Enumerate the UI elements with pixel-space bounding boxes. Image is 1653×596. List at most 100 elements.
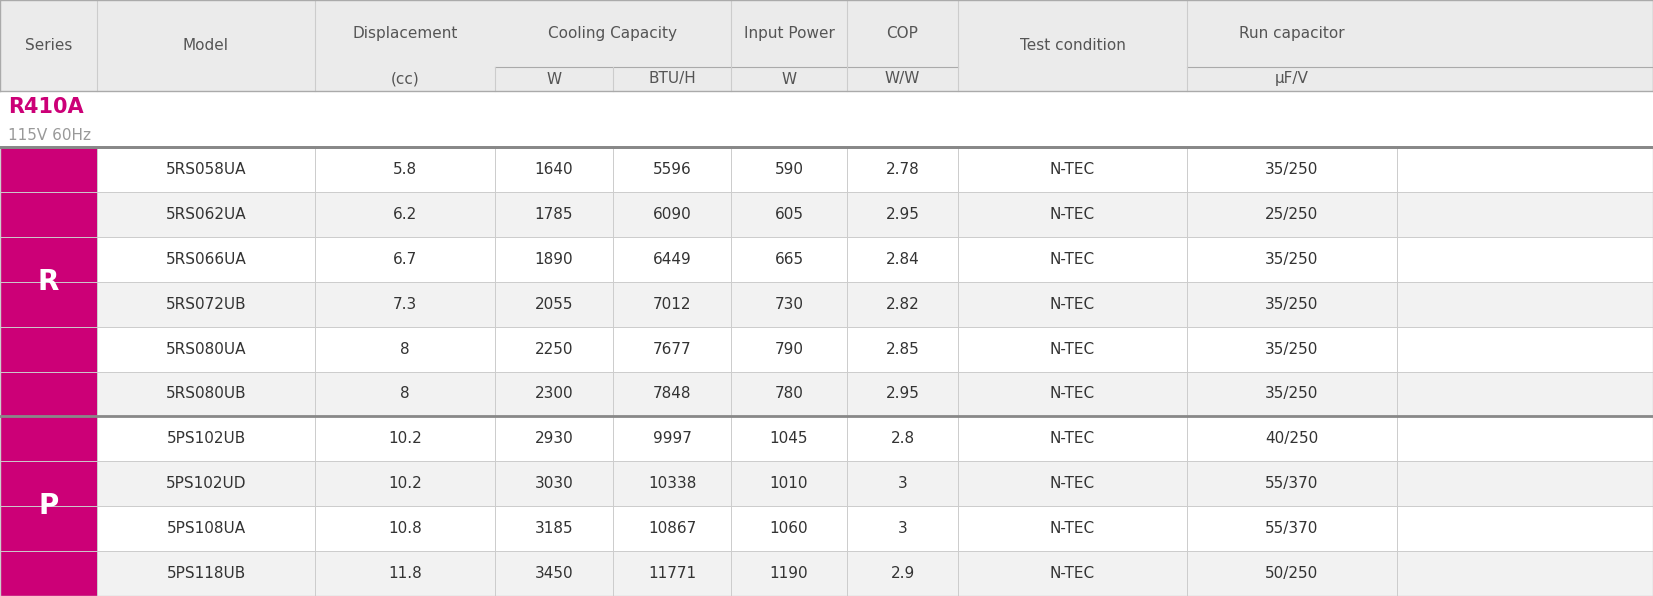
Text: 5PS118UB: 5PS118UB	[167, 566, 246, 581]
Text: 6090: 6090	[653, 207, 691, 222]
Bar	[0, 417, 98, 596]
Text: 7012: 7012	[653, 297, 691, 312]
Bar	[98, 147, 1653, 192]
Text: 790: 790	[775, 342, 803, 356]
Text: 35/250: 35/250	[1265, 297, 1319, 312]
Text: 35/250: 35/250	[1265, 386, 1319, 402]
Text: R410A: R410A	[8, 97, 84, 117]
Text: 1890: 1890	[534, 252, 574, 267]
Text: 5596: 5596	[653, 162, 691, 177]
Text: 5RS080UA: 5RS080UA	[165, 342, 246, 356]
Text: 55/370: 55/370	[1265, 476, 1319, 491]
Text: 665: 665	[775, 252, 803, 267]
Text: W/W: W/W	[884, 72, 921, 86]
Text: 2300: 2300	[534, 386, 574, 402]
Text: 2.85: 2.85	[886, 342, 919, 356]
Text: Input Power: Input Power	[744, 26, 835, 41]
Text: N-TEC: N-TEC	[1050, 521, 1094, 536]
Text: 1010: 1010	[770, 476, 808, 491]
Text: 2250: 2250	[536, 342, 574, 356]
Text: 55/370: 55/370	[1265, 521, 1319, 536]
Bar	[0, 123, 1653, 147]
Text: 2.78: 2.78	[886, 162, 919, 177]
Text: 2.84: 2.84	[886, 252, 919, 267]
Bar	[98, 506, 1653, 551]
Text: 1785: 1785	[536, 207, 574, 222]
Text: 2.95: 2.95	[886, 207, 919, 222]
Text: N-TEC: N-TEC	[1050, 297, 1094, 312]
Bar	[0, 91, 1653, 123]
Text: 5PS102UD: 5PS102UD	[165, 476, 246, 491]
Text: Cooling Capacity: Cooling Capacity	[549, 26, 678, 41]
Text: 2.8: 2.8	[891, 432, 914, 446]
Text: 6.7: 6.7	[393, 252, 417, 267]
Text: 3: 3	[898, 521, 907, 536]
Text: P: P	[38, 492, 58, 520]
Text: 1640: 1640	[534, 162, 574, 177]
Text: 11771: 11771	[648, 566, 696, 581]
Text: Run capacitor: Run capacitor	[1240, 26, 1346, 41]
Text: W: W	[547, 72, 562, 86]
Text: 5RS058UA: 5RS058UA	[165, 162, 246, 177]
Text: 590: 590	[775, 162, 803, 177]
Text: Displacement: Displacement	[352, 26, 458, 41]
Text: N-TEC: N-TEC	[1050, 162, 1094, 177]
Text: 7.3: 7.3	[393, 297, 417, 312]
Text: N-TEC: N-TEC	[1050, 207, 1094, 222]
Text: 10338: 10338	[648, 476, 696, 491]
Text: 8: 8	[400, 386, 410, 402]
Text: 25/250: 25/250	[1266, 207, 1319, 222]
Text: 3: 3	[898, 476, 907, 491]
Text: 7848: 7848	[653, 386, 691, 402]
Text: 1190: 1190	[770, 566, 808, 581]
Text: 1045: 1045	[770, 432, 808, 446]
Text: 50/250: 50/250	[1266, 566, 1319, 581]
Text: Test condition: Test condition	[1020, 38, 1126, 53]
Text: 2930: 2930	[534, 432, 574, 446]
Text: 115V 60Hz: 115V 60Hz	[8, 128, 91, 142]
Text: 2.9: 2.9	[891, 566, 914, 581]
Text: 3450: 3450	[534, 566, 574, 581]
Text: N-TEC: N-TEC	[1050, 432, 1094, 446]
Text: 9997: 9997	[653, 432, 691, 446]
Bar	[98, 551, 1653, 596]
Text: 5RS072UB: 5RS072UB	[165, 297, 246, 312]
Bar	[98, 237, 1653, 282]
Text: 3185: 3185	[534, 521, 574, 536]
Text: 730: 730	[775, 297, 803, 312]
Text: COP: COP	[886, 26, 919, 41]
Text: N-TEC: N-TEC	[1050, 342, 1094, 356]
Text: (cc): (cc)	[390, 72, 420, 86]
Bar	[98, 327, 1653, 371]
Text: 35/250: 35/250	[1265, 252, 1319, 267]
Text: 11.8: 11.8	[388, 566, 422, 581]
Text: Model: Model	[183, 38, 230, 53]
Text: 6.2: 6.2	[393, 207, 417, 222]
Bar	[98, 371, 1653, 417]
Text: N-TEC: N-TEC	[1050, 252, 1094, 267]
Text: 6449: 6449	[653, 252, 691, 267]
Text: 5RS062UA: 5RS062UA	[165, 207, 246, 222]
Bar	[98, 417, 1653, 461]
Text: Series: Series	[25, 38, 73, 53]
Bar	[0, 147, 98, 417]
Text: 780: 780	[775, 386, 803, 402]
Text: 3030: 3030	[534, 476, 574, 491]
Text: N-TEC: N-TEC	[1050, 476, 1094, 491]
Text: 2.95: 2.95	[886, 386, 919, 402]
Bar	[98, 461, 1653, 506]
Text: 5RS066UA: 5RS066UA	[165, 252, 246, 267]
Text: 2.82: 2.82	[886, 297, 919, 312]
Text: N-TEC: N-TEC	[1050, 566, 1094, 581]
Text: 8: 8	[400, 342, 410, 356]
Text: 40/250: 40/250	[1266, 432, 1319, 446]
Text: BTU/H: BTU/H	[648, 72, 696, 86]
Text: 35/250: 35/250	[1265, 162, 1319, 177]
Text: 10867: 10867	[648, 521, 696, 536]
Text: 10.2: 10.2	[388, 476, 422, 491]
Text: 10.8: 10.8	[388, 521, 422, 536]
Text: 10.2: 10.2	[388, 432, 422, 446]
Text: 5PS108UA: 5PS108UA	[167, 521, 246, 536]
Text: 5.8: 5.8	[393, 162, 417, 177]
Bar	[98, 192, 1653, 237]
